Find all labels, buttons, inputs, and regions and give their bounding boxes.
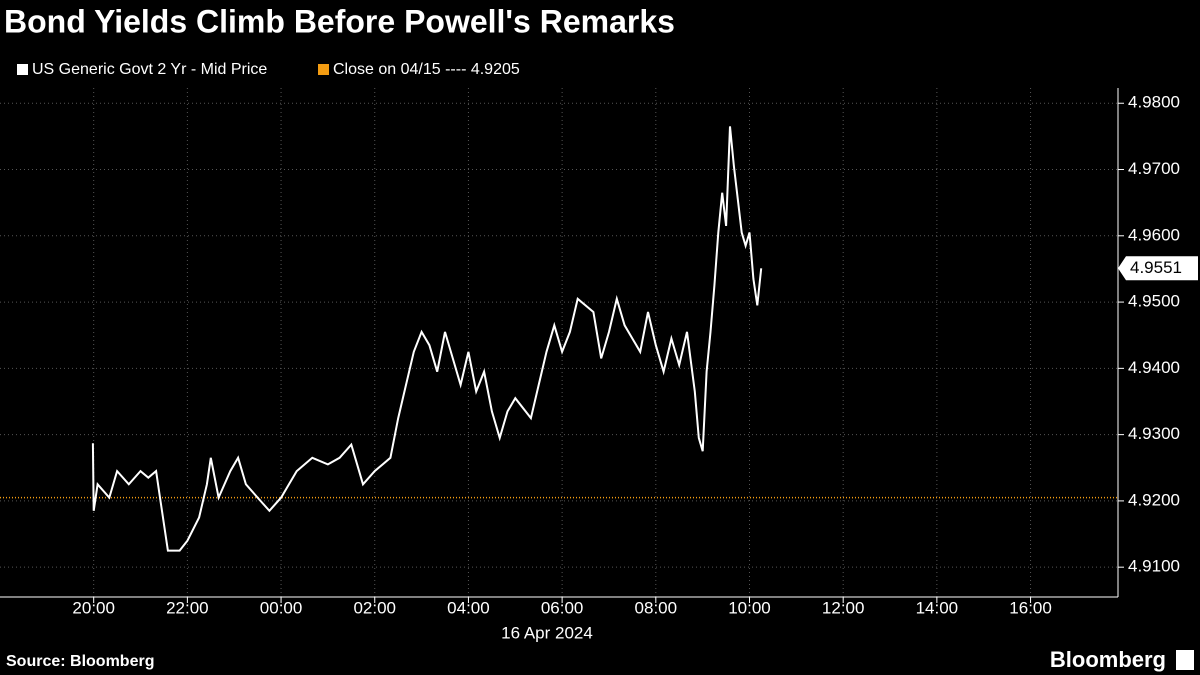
x-tick-label: 22:00: [166, 598, 209, 617]
legend-label: Close on 04/15 ---- 4.9205: [333, 61, 520, 78]
legend-swatch: [318, 64, 329, 75]
x-tick-label: 16:00: [1009, 598, 1052, 617]
y-tick-label: 4.9200: [1128, 490, 1180, 509]
x-tick-label: 20:00: [72, 598, 115, 617]
brand-icon: [1176, 650, 1194, 670]
y-tick-label: 4.9600: [1128, 225, 1180, 244]
legend-swatch: [17, 64, 28, 75]
date-label: 16 Apr 2024: [501, 623, 593, 642]
last-value-box: [1118, 256, 1198, 281]
source: Source: Bloomberg: [6, 653, 154, 670]
series-line: [91, 126, 763, 552]
x-tick-label: 14:00: [916, 598, 959, 617]
x-tick-label: 08:00: [635, 598, 678, 617]
y-tick-label: 4.9800: [1128, 93, 1180, 112]
y-tick-label: 4.9700: [1128, 159, 1180, 178]
x-tick-label: 02:00: [353, 598, 396, 617]
y-tick-label: 4.9100: [1128, 557, 1180, 576]
y-tick-label: 4.9500: [1128, 292, 1180, 311]
x-tick-label: 12:00: [822, 598, 865, 617]
brand: Bloomberg: [1050, 647, 1166, 672]
y-tick-label: 4.9300: [1128, 424, 1180, 443]
last-value-label: 4.9551: [1130, 258, 1182, 277]
chart-title: Bond Yields Climb Before Powell's Remark…: [4, 3, 675, 39]
x-tick-label: 10:00: [728, 598, 771, 617]
legend-label: US Generic Govt 2 Yr - Mid Price: [32, 61, 267, 78]
x-tick-label: 00:00: [260, 598, 303, 617]
y-tick-label: 4.9400: [1128, 358, 1180, 377]
x-tick-label: 06:00: [541, 598, 584, 617]
x-tick-label: 04:00: [447, 598, 490, 617]
